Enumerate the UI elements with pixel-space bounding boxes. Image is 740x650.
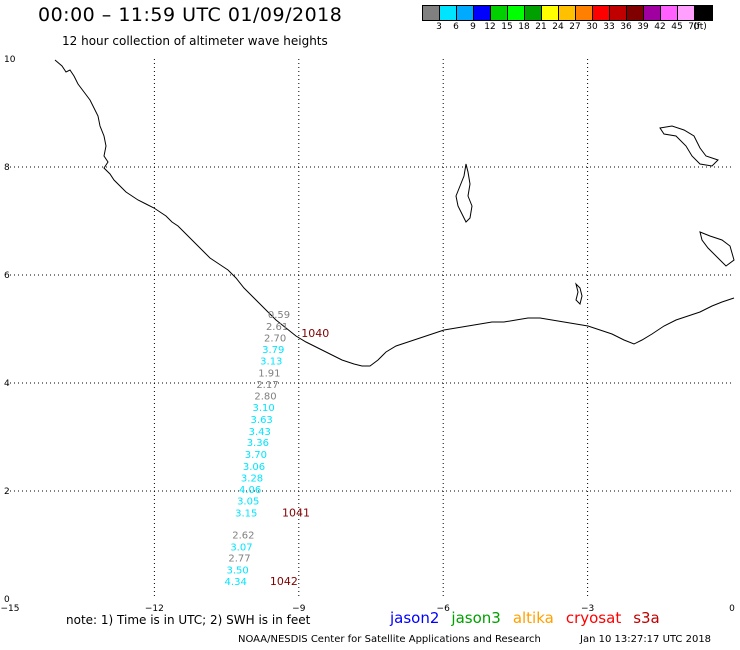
wave-height-value: 3.10 bbox=[252, 403, 274, 414]
satellite-legend: jason2 jason3 altika cryosat s3a bbox=[390, 609, 660, 627]
lake-kainji bbox=[659, 125, 719, 167]
y-tick-label: 6 bbox=[4, 271, 10, 281]
wave-height-value: 3.79 bbox=[262, 345, 284, 356]
wave-height-value: 2.70 bbox=[264, 333, 286, 344]
wave-height-value: 4.34 bbox=[225, 577, 247, 588]
pass-id-label: 1042 bbox=[270, 575, 298, 588]
legend-swatch bbox=[593, 6, 610, 20]
legend-swatch bbox=[627, 6, 644, 20]
legend-label: 36 bbox=[620, 22, 632, 32]
legend-label: 45 bbox=[671, 22, 683, 32]
legend-swatch bbox=[525, 6, 542, 20]
wave-height-value: 2.17 bbox=[256, 380, 278, 391]
legend-label: 15 bbox=[501, 22, 513, 32]
pass-id-label: 1041 bbox=[282, 506, 310, 519]
map-frame bbox=[9, 58, 733, 600]
wave-height-value: 3.43 bbox=[249, 427, 271, 438]
legend-label: 12 bbox=[484, 22, 496, 32]
legend-label: 18 bbox=[518, 22, 530, 32]
x-tick-label: −9 bbox=[292, 604, 306, 614]
y-tick-label: 8 bbox=[4, 163, 10, 173]
wave-height-value: 3.36 bbox=[247, 438, 269, 449]
wave-height-value: 3.07 bbox=[230, 542, 252, 553]
wave-height-value: 4.06 bbox=[239, 485, 261, 496]
legend-label: 33 bbox=[603, 22, 615, 32]
legend-label: 39 bbox=[637, 22, 649, 32]
legend-label: 42 bbox=[654, 22, 666, 32]
legend-swatch bbox=[457, 6, 474, 20]
track-labels: 1040 1041 1042 bbox=[270, 327, 329, 588]
pass-id-label: 1040 bbox=[301, 327, 329, 340]
page-subtitle: 12 hour collection of altimeter wave hei… bbox=[62, 34, 328, 48]
wave-height-value: 2.77 bbox=[228, 554, 250, 565]
satellite-cryosat: cryosat bbox=[565, 609, 622, 627]
satellite-jason3: jason3 bbox=[451, 609, 501, 627]
y-tick-label: 4 bbox=[4, 379, 10, 389]
legend-label: 9 bbox=[470, 22, 476, 32]
legend-swatch bbox=[423, 6, 440, 20]
legend-swatch bbox=[508, 6, 525, 20]
legend-swatch bbox=[644, 6, 661, 20]
legend-swatch bbox=[474, 6, 491, 20]
legend-label: 30 bbox=[586, 22, 598, 32]
legend-swatch bbox=[661, 6, 678, 20]
legend-label: 6 bbox=[453, 22, 459, 32]
color-legend bbox=[422, 5, 713, 21]
y-tick-label: 10 bbox=[4, 55, 16, 65]
x-tick-label: −15 bbox=[1, 604, 20, 614]
wave-height-value: 2.62 bbox=[232, 531, 254, 542]
wave-height-value: 3.50 bbox=[226, 566, 248, 577]
y-tick-label: 0 bbox=[4, 595, 10, 605]
wave-height-value: 3.15 bbox=[235, 508, 257, 519]
legend-label: 21 bbox=[535, 22, 547, 32]
x-tick-label: −12 bbox=[145, 604, 164, 614]
legend-swatch bbox=[491, 6, 508, 20]
legend-label: 27 bbox=[569, 22, 581, 32]
coastline bbox=[54, 59, 735, 367]
wave-height-value: 2.61 bbox=[266, 322, 288, 333]
wave-height-value: 0.59 bbox=[268, 310, 290, 321]
wave-height-value: 2.80 bbox=[254, 392, 276, 403]
legend-swatch bbox=[559, 6, 576, 20]
x-tick-label: −3 bbox=[581, 604, 594, 614]
satellite-s3a: s3a bbox=[633, 609, 660, 627]
observation-points: 0.592.612.703.793.131.912.172.803.103.63… bbox=[225, 310, 291, 588]
footer-note: note: 1) Time is in UTC; 2) SWH is in fe… bbox=[66, 613, 311, 627]
satellite-altika: altika bbox=[512, 609, 554, 627]
x-tick-label: −6 bbox=[437, 604, 451, 614]
coastline-west-africa bbox=[54, 59, 735, 367]
wave-height-value: 1.91 bbox=[258, 369, 280, 380]
wave-height-value: 3.63 bbox=[251, 415, 273, 426]
map-grid: −15 −12 −9 −6 −3 0 0 2 4 6 8 10 bbox=[1, 55, 736, 614]
wave-height-value: 3.05 bbox=[237, 497, 259, 508]
legend-swatch bbox=[576, 6, 593, 20]
legend-swatch bbox=[440, 6, 457, 20]
legend-swatch bbox=[542, 6, 559, 20]
wave-height-value: 3.70 bbox=[245, 450, 267, 461]
legend-swatch bbox=[695, 6, 712, 20]
legend-swatch bbox=[610, 6, 627, 20]
legend-swatch bbox=[678, 6, 695, 20]
legend-label: (ft) bbox=[693, 22, 707, 32]
niger-river-fragment bbox=[699, 231, 735, 267]
lake-volta bbox=[455, 163, 473, 223]
wave-height-value: 3.13 bbox=[260, 357, 282, 368]
wave-height-value: 3.06 bbox=[243, 462, 265, 473]
generated-timestamp: Jan 10 13:27:17 UTC 2018 bbox=[580, 634, 712, 645]
legend-label: 3 bbox=[436, 22, 442, 32]
page-title: 00:00 – 11:59 UTC 01/09/2018 bbox=[38, 4, 343, 26]
legend-label: 70 bbox=[688, 22, 700, 32]
satellite-jason2: jason2 bbox=[390, 609, 440, 627]
legend-label: 24 bbox=[552, 22, 564, 32]
wave-height-value: 3.28 bbox=[241, 473, 263, 484]
coastal-lagoon bbox=[575, 282, 583, 305]
x-tick-label: 0 bbox=[729, 604, 735, 614]
y-tick-label: 2 bbox=[4, 487, 10, 497]
credit-line: NOAA/NESDIS Center for Satellite Applica… bbox=[238, 634, 541, 645]
